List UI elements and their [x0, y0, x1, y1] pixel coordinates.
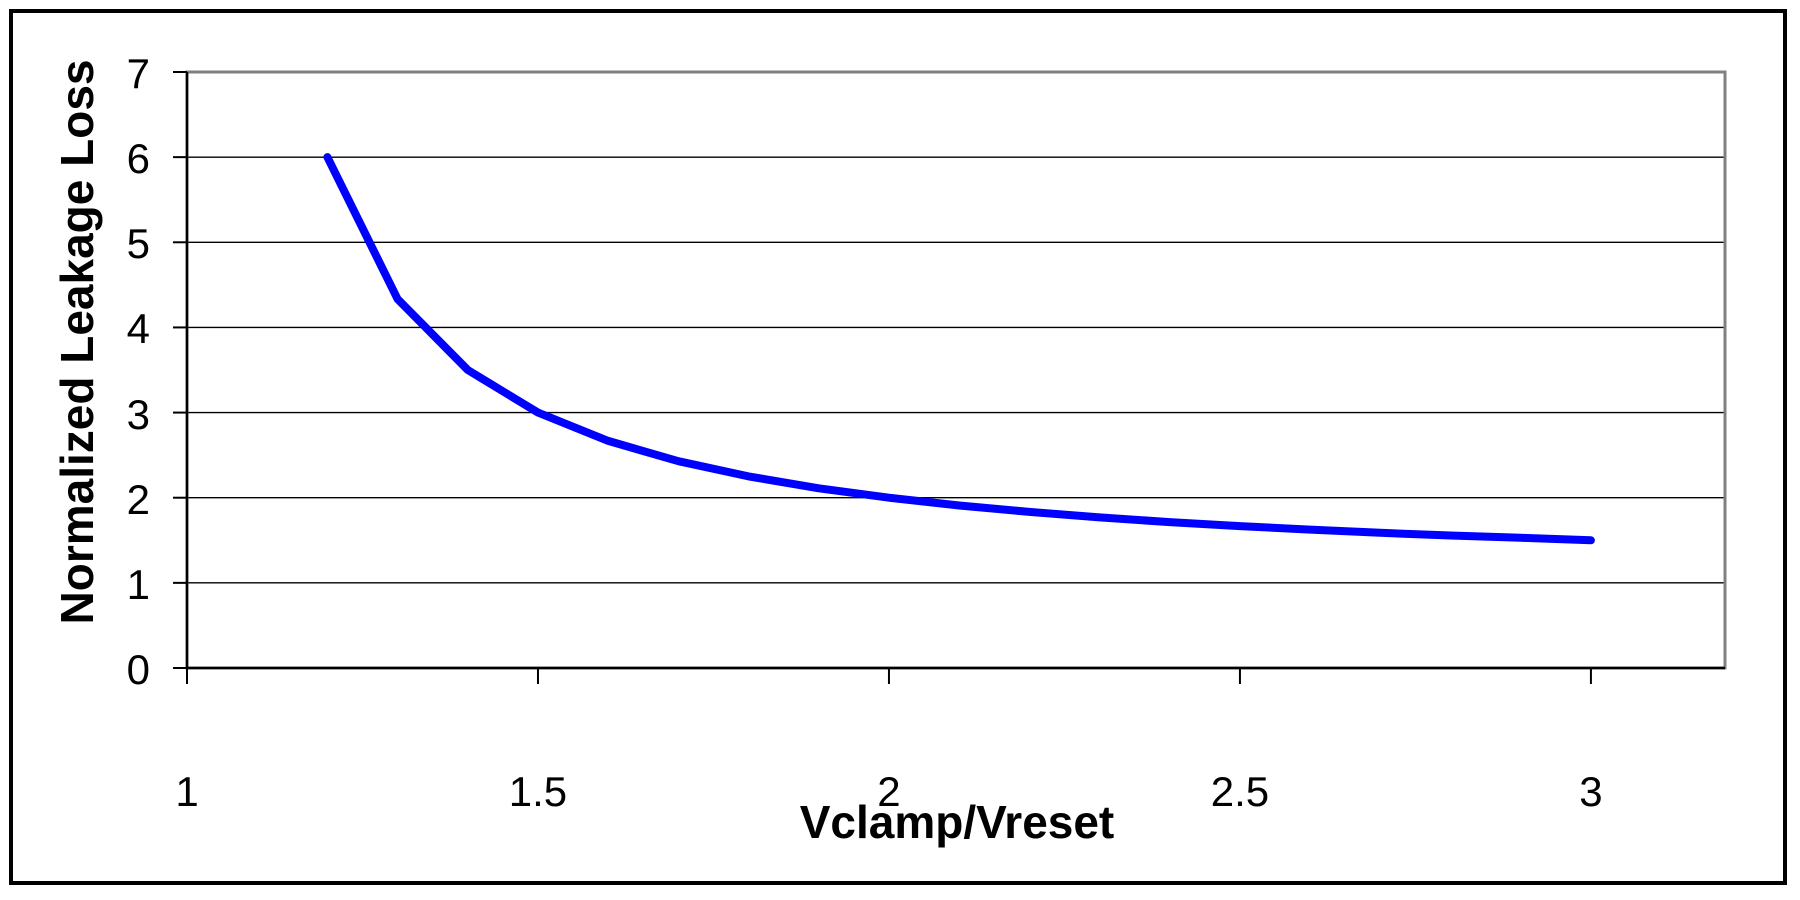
y-tick-label-6: 6: [126, 135, 150, 183]
y-axis-title: Normalized Leakage Loss: [51, 59, 103, 625]
series-line: [323, 153, 1595, 545]
y-tick-label-1: 1: [126, 560, 150, 608]
y-tick-label-7: 7: [126, 50, 150, 97]
x-tick-label-1: 1: [175, 768, 199, 815]
x-tick-label-1.5: 1.5: [508, 768, 568, 815]
plot-area-border: [185, 70, 1727, 670]
y-tick-label-2: 2: [126, 475, 150, 523]
x-tick-label-3: 3: [1579, 768, 1603, 815]
x-tick-label-2: 2: [877, 768, 901, 815]
y-tick-label-4: 4: [126, 305, 150, 353]
x-axis-title: Vclamp/Vreset: [799, 796, 1115, 848]
figure-border: [9, 9, 1787, 885]
y-tick-label-5: 5: [126, 220, 150, 268]
y-tick-label-0: 0: [126, 646, 150, 693]
y-tick-label-3: 3: [126, 390, 150, 438]
x-tick-label-2.5: 2.5: [1210, 768, 1270, 815]
